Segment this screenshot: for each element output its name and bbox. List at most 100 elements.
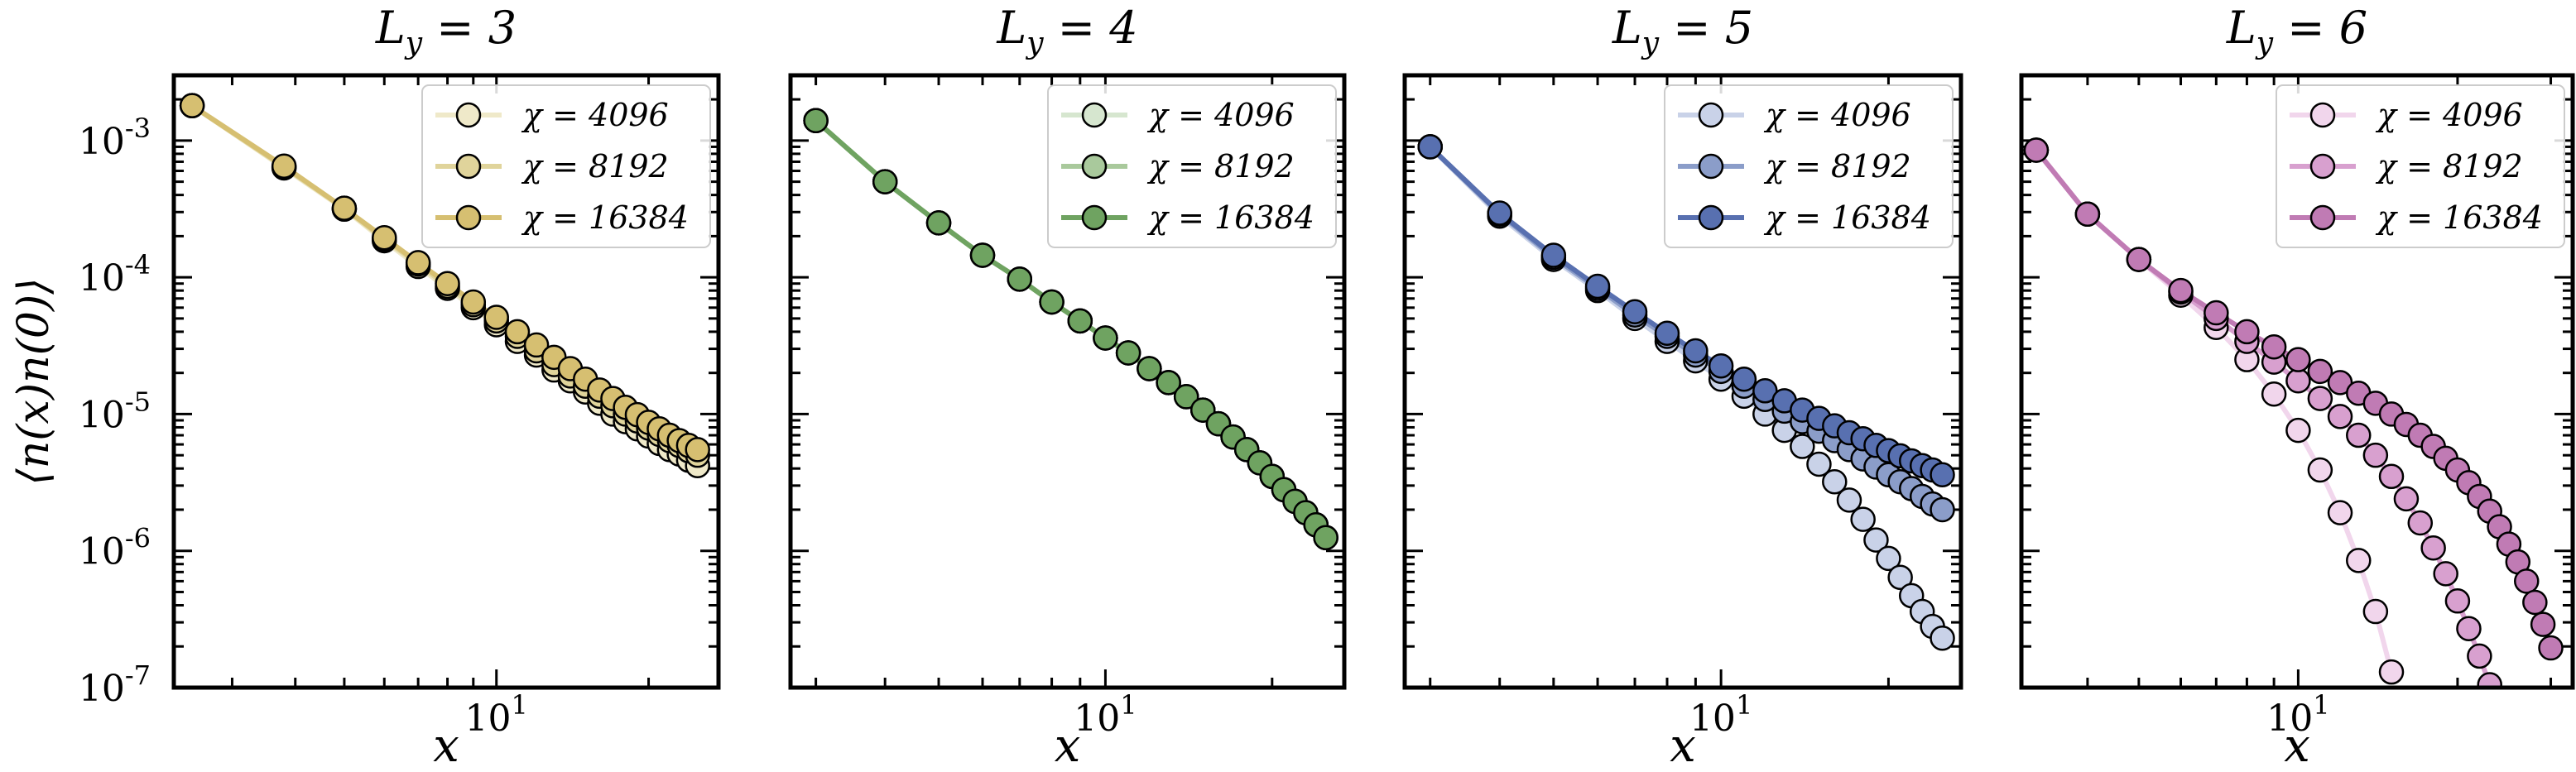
data-point xyxy=(2307,457,2333,483)
panel-2: 101 χ = 4096 χ = 8192 χ = 16384 Ly = 4 x xyxy=(788,2,1347,772)
y-axis-label: ⟨n(x)n(0)⟩ xyxy=(9,277,59,485)
legend: χ = 4096 χ = 8192 χ = 16384 xyxy=(1664,84,1954,248)
data-point xyxy=(2522,589,2548,616)
data-point xyxy=(2477,672,2502,688)
legend-marker xyxy=(1081,102,1108,128)
data-point xyxy=(2362,598,2389,625)
data-point xyxy=(2307,386,2333,411)
data-point xyxy=(2393,486,2420,512)
data-point xyxy=(685,437,710,463)
data-point xyxy=(1930,462,1955,488)
data-point xyxy=(2285,347,2311,372)
data-point xyxy=(2362,442,2389,468)
legend-marker xyxy=(1698,102,1724,128)
panel-3: 101 χ = 4096 χ = 8192 χ = 16384 Ly = 5 x xyxy=(1402,2,1963,772)
data-point xyxy=(2378,463,2405,490)
data-point xyxy=(331,195,358,221)
data-point xyxy=(2407,510,2434,536)
data-point xyxy=(2530,611,2556,637)
data-point xyxy=(1708,352,1734,379)
data-point xyxy=(2074,201,2101,227)
panel-4: 101 χ = 4096 χ = 8192 χ = 16384 Ly = 6 x xyxy=(2019,2,2575,772)
x-tick-label: 101 xyxy=(1689,689,1752,740)
y-tick-label: 10-7 xyxy=(79,659,151,710)
legend-label: χ = 4096 xyxy=(1763,97,1911,133)
panel-title: Ly = 3 xyxy=(375,2,517,60)
legend-marker xyxy=(1698,153,1724,180)
data-point xyxy=(2378,659,2405,685)
legend-marker xyxy=(2309,153,2336,180)
panel-title: Ly = 6 xyxy=(2226,2,2367,60)
data-point xyxy=(1752,378,1778,404)
data-point xyxy=(2261,333,2287,360)
data-point xyxy=(1683,338,1709,364)
x-tick-label: 101 xyxy=(1074,689,1137,740)
data-point xyxy=(1654,320,1680,346)
data-point xyxy=(1622,299,1648,325)
y-tick-label: 10-5 xyxy=(79,386,151,436)
legend-marker xyxy=(2309,102,2336,128)
data-point xyxy=(2261,381,2287,407)
plot-frame xyxy=(1402,73,1963,690)
data-point xyxy=(969,242,996,268)
data-point xyxy=(2514,568,2540,594)
data-point xyxy=(2234,319,2260,345)
data-point xyxy=(1930,496,1955,523)
data-point xyxy=(1790,434,1815,459)
legend-box xyxy=(1664,84,1954,248)
data-point xyxy=(1156,370,1181,396)
data-point xyxy=(2285,368,2311,394)
data-point xyxy=(1540,242,1567,268)
data-point xyxy=(504,319,531,345)
data-point xyxy=(1836,487,1862,513)
data-point xyxy=(1930,625,1955,651)
data-point xyxy=(2467,643,2492,669)
data-point xyxy=(405,250,431,276)
legend-box xyxy=(421,84,711,248)
panel-title: Ly = 5 xyxy=(1612,2,1753,60)
legend-label: χ = 8192 xyxy=(1763,148,1911,185)
data-point xyxy=(2023,137,2050,163)
x-tick-label: 101 xyxy=(2266,689,2329,740)
plot-frame xyxy=(788,73,1347,690)
data-point xyxy=(1822,468,1848,495)
data-point xyxy=(2307,358,2333,385)
plot-frame xyxy=(171,73,721,690)
legend-label: χ = 8192 xyxy=(521,148,669,185)
data-point xyxy=(2285,417,2311,444)
x-axis-label: x xyxy=(1670,719,1696,772)
data-point xyxy=(2444,588,2471,614)
data-point xyxy=(271,153,297,180)
data-point xyxy=(925,210,952,236)
legend: χ = 4096 χ = 8192 χ = 16384 xyxy=(1047,84,1337,248)
legend-label: χ = 8192 xyxy=(2375,148,2523,185)
data-point xyxy=(1173,384,1199,410)
data-point xyxy=(1863,527,1889,553)
legend-label: χ = 8192 xyxy=(1146,148,1295,185)
data-point xyxy=(1067,308,1093,334)
data-point xyxy=(1850,506,1876,532)
legend-box xyxy=(2276,84,2565,248)
data-point xyxy=(1039,289,1065,315)
data-point xyxy=(803,108,829,133)
legend-marker xyxy=(1081,153,1108,180)
data-point xyxy=(2420,535,2446,561)
data-point xyxy=(2327,370,2353,396)
data-point xyxy=(2327,500,2353,525)
x-axis-label: x xyxy=(2284,719,2310,772)
data-point xyxy=(1806,451,1832,477)
legend-label: χ = 16384 xyxy=(1763,199,1931,236)
y-tick-label: 10-3 xyxy=(79,113,151,163)
data-point xyxy=(1887,564,1913,591)
data-point xyxy=(1093,325,1118,351)
legend-box xyxy=(1047,84,1337,248)
x-tick-label: 101 xyxy=(465,689,528,740)
data-point xyxy=(2204,300,2229,326)
data-point xyxy=(1115,340,1141,366)
legend-label: χ = 4096 xyxy=(2375,97,2523,133)
data-point xyxy=(1417,134,1443,160)
data-point xyxy=(1007,266,1033,292)
data-point xyxy=(1584,273,1611,300)
legend: χ = 4096 χ = 8192 χ = 16384 xyxy=(421,84,711,248)
